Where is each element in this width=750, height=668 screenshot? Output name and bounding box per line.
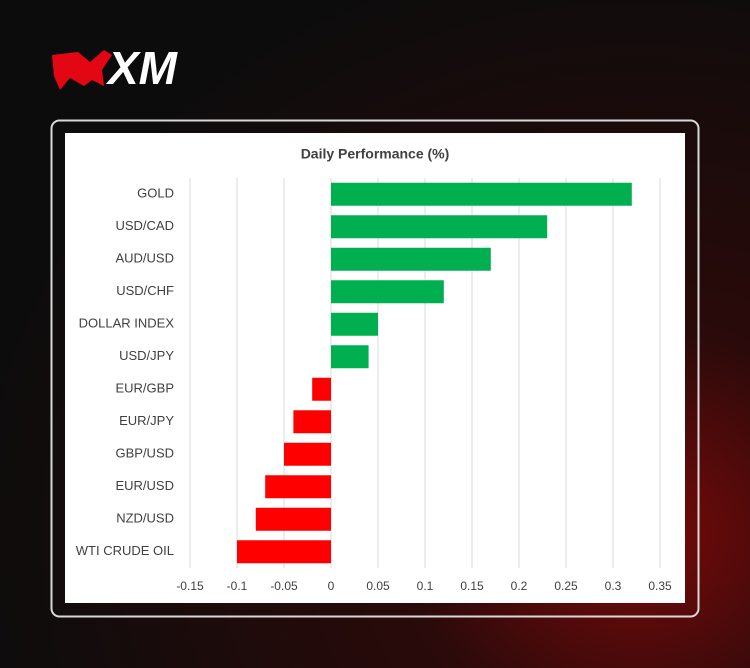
x-tick-label: -0.15 [176,579,204,593]
x-tick-label: -0.05 [270,579,298,593]
logo-icon [52,50,112,90]
bar [331,182,632,206]
chart-title: Daily Performance (%) [301,146,450,162]
bar [331,215,548,239]
chart-area [65,133,685,603]
bar [265,475,331,499]
logo-text: XM [105,42,179,94]
y-tick-label: EUR/JPY [119,413,174,428]
bar [331,280,444,304]
bar [284,442,331,466]
bar [331,312,378,336]
x-tick-label: 0.05 [366,579,390,593]
y-tick-label: GOLD [137,186,174,201]
y-tick-label: EUR/GBP [115,381,174,396]
bar [293,410,331,434]
y-tick-label: NZD/USD [116,511,174,526]
y-tick-label: USD/CAD [115,218,174,233]
y-tick-label: AUD/USD [115,251,174,266]
x-tick-label: 0.2 [511,579,528,593]
y-tick-label: DOLLAR INDEX [79,316,175,331]
x-tick-label: 0.35 [648,579,672,593]
x-tick-label: -0.1 [227,579,248,593]
x-tick-label: 0.15 [460,579,484,593]
y-tick-label: EUR/USD [115,478,174,493]
bar [312,377,331,401]
bar [255,507,331,531]
x-tick-label: 0.25 [554,579,578,593]
bar [331,247,491,271]
x-tick-label: 0 [328,579,335,593]
bar [331,345,369,369]
card-border [50,119,700,618]
plot: -0.15 -0.1 -0.05 0 0.05 0.1 0.15 0.2 0.25 0.3 0.35… [76,178,672,593]
y-tick-label: WTI CRUDE OIL [76,543,174,558]
x-tick-label: 0.3 [605,579,622,593]
bar [237,540,331,564]
y-tick-label: USD/CHF [116,283,174,298]
y-tick-label: USD/JPY [119,348,174,363]
y-tick-label: GBP/USD [115,446,174,461]
x-tick-label: 0.1 [417,579,434,593]
